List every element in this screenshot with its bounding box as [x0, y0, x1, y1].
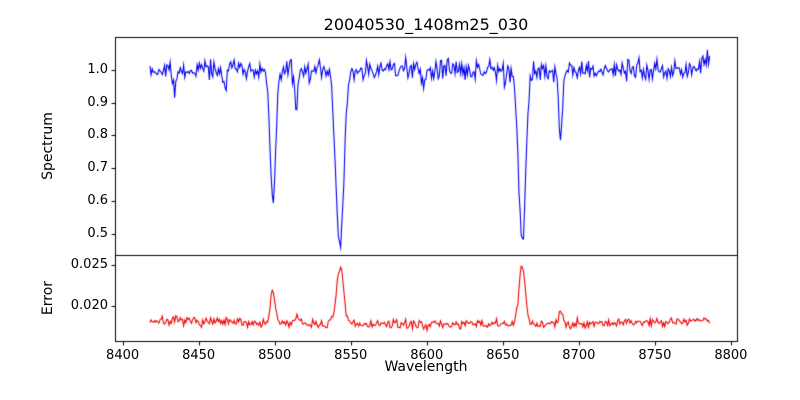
x-tick-label: 8550: [334, 348, 368, 363]
spectrum-y-tick-label: 0.5: [87, 225, 108, 241]
x-tick-label: 8750: [638, 348, 672, 363]
x-tick-label: 8700: [562, 348, 596, 363]
spectrum-y-tick-label: 0.6: [87, 192, 108, 208]
x-tick-label: 8800: [714, 348, 748, 363]
x-tick-label: 8450: [182, 348, 216, 363]
spectrum-y-tick-label: 0.8: [87, 127, 108, 143]
x-tick-label: 8500: [258, 348, 292, 363]
error-y-tick-label: 0.025: [70, 256, 108, 272]
spectrum-y-axis-label: Spectrum: [40, 112, 56, 180]
x-tick-label: 8400: [106, 348, 140, 363]
error-y-tick-label: 0.020: [70, 298, 108, 314]
plot-title: 20040530_1408m25_030: [323, 15, 529, 34]
error-y-axis-label: Error: [40, 280, 56, 316]
x-axis-label: Wavelength: [384, 359, 468, 375]
x-tick-label: 8600: [410, 348, 444, 363]
spectrum-y-tick-label: 0.7: [87, 160, 108, 176]
spectrum-y-tick-label: 0.9: [87, 94, 108, 110]
spectrum-y-tick-label: 1.0: [87, 61, 108, 77]
x-tick-label: 8650: [486, 348, 520, 363]
